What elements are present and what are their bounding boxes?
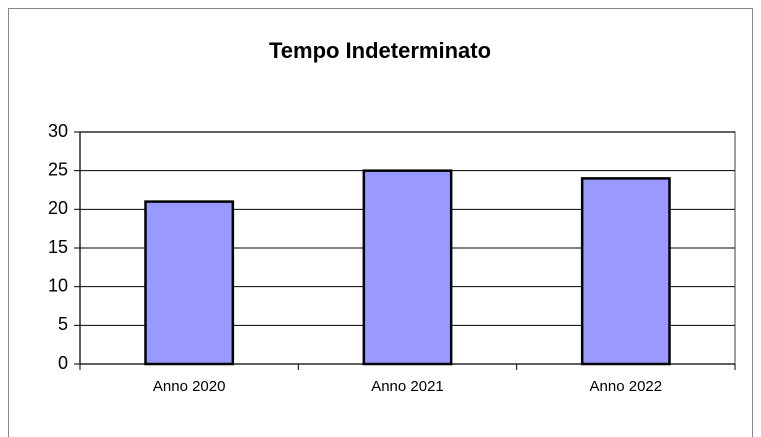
y-tick-label: 15 <box>48 237 68 257</box>
y-tick-label: 10 <box>48 275 68 295</box>
y-tick-label: 5 <box>58 314 68 334</box>
bar <box>580 177 671 366</box>
y-tick-label: 30 <box>48 121 68 141</box>
x-tick-label: Anno 2022 <box>590 378 663 395</box>
x-tick-label: Anno 2020 <box>153 378 226 395</box>
y-tick-label: 0 <box>58 353 68 373</box>
bar <box>362 169 453 366</box>
y-tick-label: 25 <box>48 159 68 179</box>
bar <box>144 200 235 366</box>
chart-title: Tempo Indeterminato <box>269 38 491 63</box>
y-tick-label: 20 <box>48 198 68 218</box>
x-tick-label: Anno 2021 <box>371 378 444 395</box>
